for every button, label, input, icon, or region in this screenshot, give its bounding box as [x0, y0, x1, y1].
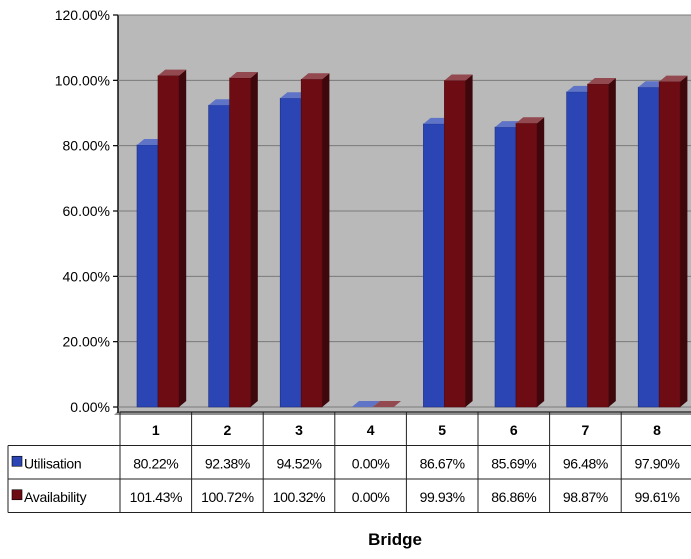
data-label-availability: 101.43%	[130, 489, 182, 505]
bar-availability-8	[658, 75, 688, 408]
y-tick-label: 60.00%	[63, 203, 110, 219]
y-tick-label: 20.00%	[63, 334, 110, 350]
bar-availability-2	[229, 71, 258, 408]
data-label-availability: 99.61%	[634, 489, 679, 505]
bar-utilisation-4	[351, 401, 380, 407]
y-tick-label: 120.00%	[55, 7, 110, 23]
data-label-utilisation: 85.69%	[491, 455, 536, 471]
data-label-availability: 0.00%	[352, 489, 390, 505]
legend-label-availability: Availability	[24, 489, 87, 505]
data-label-availability: 99.93%	[420, 489, 465, 505]
legend-label-utilisation: Utilisation	[24, 455, 81, 471]
data-table: 1 2 3 4 5 6 7 8 Utilisation 80.22% 92.38% 94.52% 0.0…	[7, 411, 691, 513]
y-tick-label: 0.00%	[70, 399, 110, 415]
bars	[136, 69, 688, 408]
legend-swatch-utilisation	[11, 455, 23, 467]
data-label-utilisation: 92.38%	[205, 455, 250, 471]
x-tick-label: 3	[295, 422, 303, 438]
bar-availability-5	[444, 74, 473, 408]
bar-availability-1	[157, 69, 187, 408]
x-tick-label: 7	[582, 422, 590, 438]
x-tick-label: 2	[224, 422, 232, 438]
bar-availability-3	[300, 73, 330, 408]
data-label-utilisation: 80.22%	[133, 455, 178, 471]
legend-swatch-availability	[11, 489, 23, 501]
x-axis-title: Bridge	[368, 530, 422, 549]
data-label-availability: 100.72%	[201, 489, 253, 505]
data-label-utilisation: 86.67%	[420, 455, 465, 471]
data-label-utilisation: 96.48%	[563, 455, 608, 471]
data-label-availability: 100.32%	[273, 489, 325, 505]
y-tick-label: 100.00%	[55, 72, 110, 88]
x-tick-label: 1	[152, 422, 160, 438]
x-tick-label: 5	[438, 422, 446, 438]
data-label-utilisation: 97.90%	[634, 455, 679, 471]
x-tick-label: 6	[510, 422, 518, 438]
y-tick-label: 80.00%	[63, 138, 110, 154]
bar-availability-4	[372, 401, 401, 407]
x-tick-label: 4	[367, 422, 375, 438]
x-tick-label: 8	[653, 422, 661, 438]
data-label-utilisation: 0.00%	[352, 455, 390, 471]
data-label-availability: 98.87%	[563, 489, 608, 505]
data-label-utilisation: 94.52%	[276, 455, 321, 471]
bar-availability-6	[515, 117, 545, 408]
y-axis: 0.00% 20.00% 40.00% 60.00% 80.00% 100.00% 120.…	[55, 7, 118, 415]
y-tick-label: 40.00%	[63, 268, 110, 284]
bar-availability-7	[587, 78, 616, 408]
data-label-availability: 86.86%	[491, 489, 536, 505]
